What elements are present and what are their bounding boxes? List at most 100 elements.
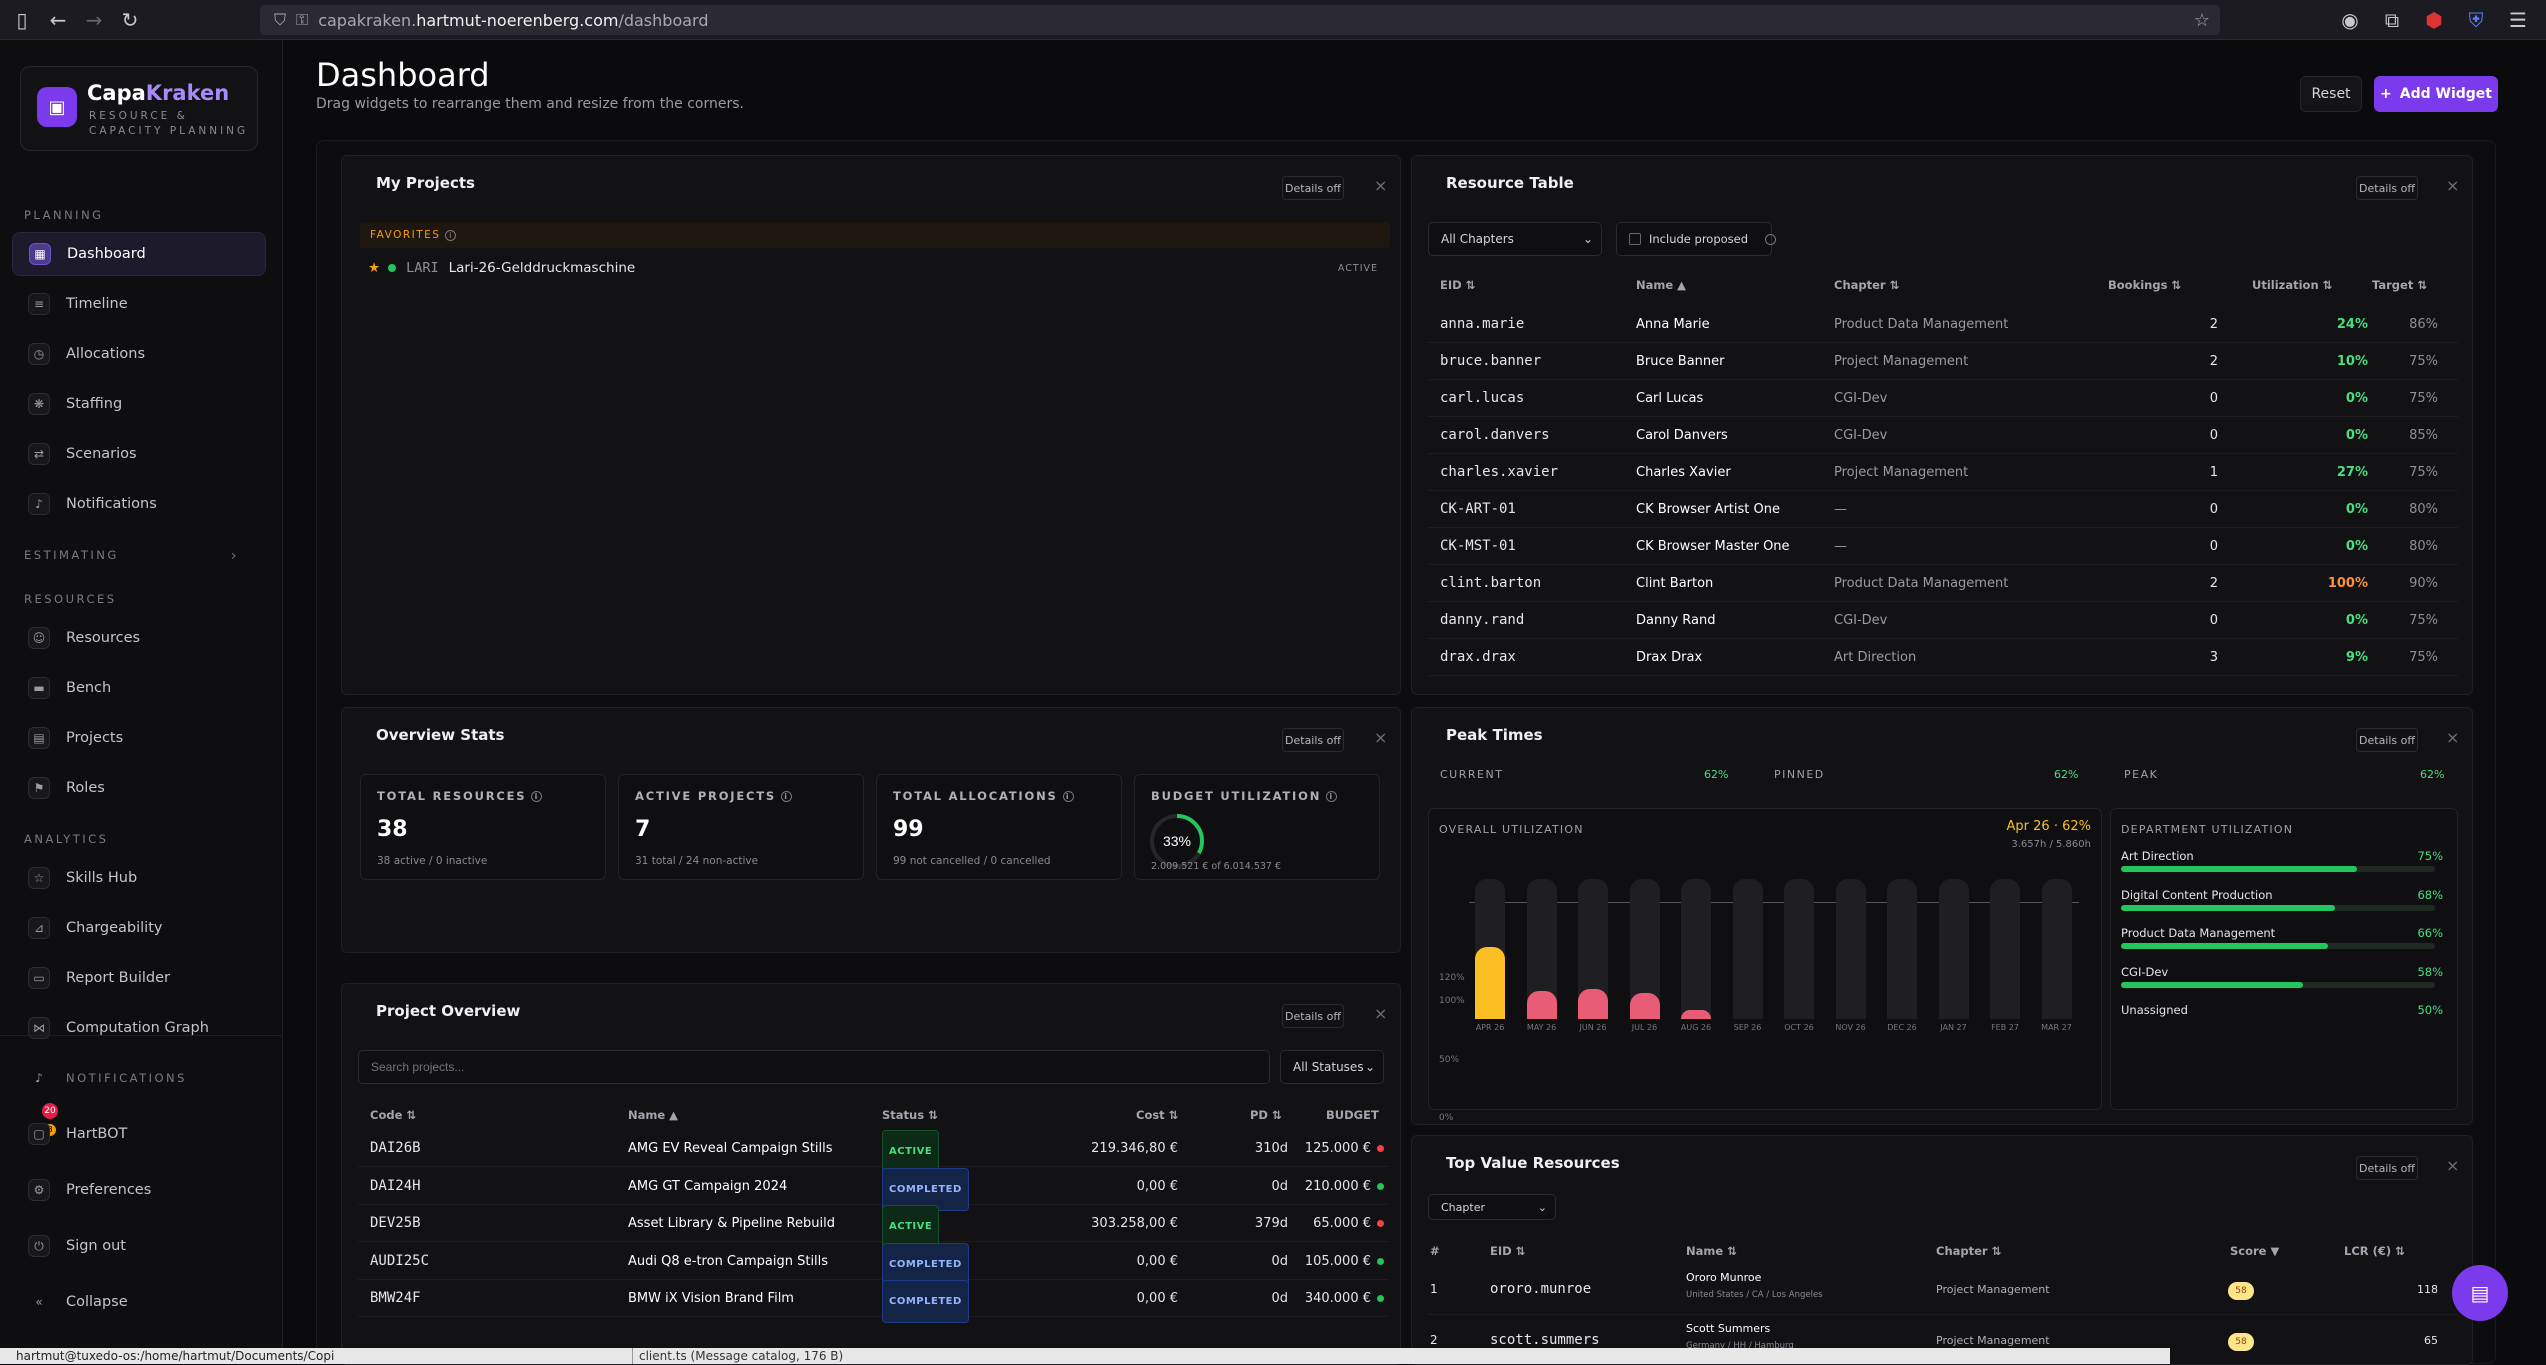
col-lcr[interactable]: LCR (€) ⇅ xyxy=(2344,1244,2405,1258)
widget-top-value-resources[interactable]: Top Value Resources Details off × Chapte… xyxy=(1411,1135,2473,1365)
menu-icon[interactable]: ☰ xyxy=(2509,8,2527,32)
details-toggle[interactable]: Details off xyxy=(1282,176,1344,200)
sidebar-collapse[interactable]: « Collapse xyxy=(12,1280,266,1324)
table-row[interactable]: CK-MST-01 CK Browser Master One — 0 0% 80% xyxy=(1428,528,2458,565)
utilization-bar[interactable] xyxy=(1629,993,1660,1019)
table-row[interactable]: DAI26B AMG EV Reveal Campaign Stills ACTIV… xyxy=(358,1130,1388,1173)
widget-peak-times[interactable]: Peak Times Details off × CURRENT 62% PIN… xyxy=(1411,707,2473,1125)
table-row[interactable]: BMW24F BMW iX Vision Brand Film COMPLETED 0… xyxy=(358,1280,1388,1323)
bitwarden-icon[interactable]: ⛨ xyxy=(2468,8,2484,32)
col-cost[interactable]: Cost ⇅ xyxy=(1136,1108,1178,1122)
stat-budget-utilization[interactable]: BUDGET UTILIZATION i 33% 2.009.521 € of 6… xyxy=(1134,774,1380,880)
close-icon[interactable]: × xyxy=(1374,1004,1388,1023)
close-icon[interactable]: × xyxy=(1374,728,1388,747)
chapter-group-select[interactable]: Chapter ⌄ xyxy=(1428,1194,1556,1220)
brand-logo[interactable]: ▣ CapaKraken RESOURCE & CAPACITY PLANNING xyxy=(20,66,258,151)
table-row[interactable]: drax.drax Drax Drax Art Direction 3 9% 75% xyxy=(1428,639,2458,676)
close-icon[interactable]: × xyxy=(2446,1156,2460,1175)
sidebar-item-dashboard[interactable]: ▦ Dashboard xyxy=(12,232,266,276)
utilization-bar[interactable] xyxy=(1578,988,1608,1019)
table-row[interactable]: DAI24H AMG GT Campaign 2024 COMPLETED 0,00 … xyxy=(358,1167,1388,1211)
details-toggle[interactable]: Details off xyxy=(2356,1156,2418,1180)
sidebar-item-projects[interactable]: ▤ Projects xyxy=(12,716,266,760)
col-budget[interactable]: BUDGET xyxy=(1326,1108,1379,1122)
table-row[interactable]: charles.xavier Charles Xavier Project Mana… xyxy=(1428,454,2458,491)
back-icon[interactable]: ← xyxy=(49,7,67,32)
utilization-bar[interactable] xyxy=(1475,946,1505,1019)
checkbox[interactable] xyxy=(1629,233,1641,245)
url-bar[interactable]: ⛉ ⚿ capakraken. hartmut-noerenberg.com/da… xyxy=(260,5,2220,35)
col-target[interactable]: Target ⇅ xyxy=(2372,278,2427,292)
table-row[interactable]: 2 scott.summers Scott Summers Germany / HH … xyxy=(1428,1315,2458,1364)
details-toggle[interactable]: Details off xyxy=(2356,728,2418,752)
sidebar-item-hartbot[interactable]: ▢ HartBOT xyxy=(12,1112,266,1156)
stat-total-allocations[interactable]: TOTAL ALLOCATIONS i 99 99 not cancelled / 0… xyxy=(876,774,1122,880)
stat-total-resources[interactable]: TOTAL RESOURCES i 38 38 active / 0 inactive xyxy=(360,774,606,880)
widget-resource-table[interactable]: Resource Table Details off × All Chapter… xyxy=(1411,155,2473,695)
sidebar-item-staffing[interactable]: ❋ Staffing xyxy=(12,382,266,426)
sidebar-item-timeline[interactable]: ≡ Timeline xyxy=(12,282,266,326)
col-chapter[interactable]: Chapter ⇅ xyxy=(1936,1244,2001,1258)
stat-active-projects[interactable]: ACTIVE PROJECTS i 7 31 total / 24 non-activ… xyxy=(618,774,864,880)
sidebar-item-roles[interactable]: ⚑ Roles xyxy=(12,766,266,810)
table-row[interactable]: carl.lucas Carl Lucas CGI-Dev 0 0% 75% xyxy=(1428,380,2458,417)
sidebar-item-computation-graph[interactable]: ⋈ Computation Graph xyxy=(12,1006,266,1050)
add-widget-button[interactable]: + Add Widget xyxy=(2374,76,2498,112)
sidebar-item-allocations[interactable]: ◷ Allocations xyxy=(12,332,266,376)
close-icon[interactable]: × xyxy=(1374,176,1388,195)
utilization-bar[interactable] xyxy=(1681,1009,1711,1019)
sidebar-item-report-builder[interactable]: ▭ Report Builder xyxy=(12,956,266,1000)
sidebar-item-notifications[interactable]: ♪ Notifications xyxy=(12,482,266,526)
table-row[interactable]: 1 ororo.munroe Ororo Munroe United States /… xyxy=(1428,1264,2458,1315)
project-row[interactable]: ★ LARI Lari-26-Gelddruckmaschine ACTIVE xyxy=(368,258,1388,278)
sidebar-notifications[interactable]: ♪ NOTIFICATIONS xyxy=(12,1056,266,1100)
col-utilization[interactable]: Utilization ⇅ xyxy=(2252,278,2332,292)
col-status[interactable]: Status ⇅ xyxy=(882,1108,938,1122)
sidebar-item-bench[interactable]: ▬ Bench xyxy=(12,666,266,710)
details-toggle[interactable]: Details off xyxy=(2356,176,2418,200)
col-eid[interactable]: EID ⇅ xyxy=(1490,1244,1525,1258)
col-pd[interactable]: PD ⇅ xyxy=(1250,1108,1282,1122)
account-icon[interactable]: ◉ xyxy=(2341,8,2359,32)
reload-icon[interactable]: ↻ xyxy=(121,7,139,32)
table-row[interactable]: danny.rand Danny Rand CGI-Dev 0 0% 75% xyxy=(1428,602,2458,639)
table-row[interactable]: carol.danvers Carol Danvers CGI-Dev 0 0% 85% xyxy=(1428,417,2458,454)
details-toggle[interactable]: Details off xyxy=(1282,1004,1344,1028)
col-eid[interactable]: EID ⇅ xyxy=(1440,278,1475,292)
close-icon[interactable]: × xyxy=(2446,728,2460,747)
table-row[interactable]: DEV25B Asset Library & Pipeline Rebuild AC… xyxy=(358,1205,1388,1248)
details-toggle[interactable]: Details off xyxy=(1282,728,1344,752)
col-name[interactable]: Name ⇅ xyxy=(1686,1244,1737,1258)
extensions-icon[interactable]: ⧉ xyxy=(2384,8,2400,32)
chat-fab-button[interactable]: ▤ xyxy=(2452,1265,2508,1321)
sidebar-item-resources[interactable]: ☺ Resources xyxy=(12,616,266,660)
forward-icon[interactable]: → xyxy=(85,7,103,32)
table-row[interactable]: bruce.banner Bruce Banner Project Manageme… xyxy=(1428,343,2458,380)
widget-overview-stats[interactable]: Overview Stats Details off × TOTAL RESOU… xyxy=(341,707,1401,953)
widget-project-overview[interactable]: Project Overview Details off × All Statu… xyxy=(341,983,1401,1365)
utilization-bar[interactable] xyxy=(1526,991,1557,1019)
widget-my-projects[interactable]: My Projects Details off × FAVORITES i ★ L… xyxy=(341,155,1401,695)
table-row[interactable]: CK-ART-01 CK Browser Artist One — 0 0% 80% xyxy=(1428,491,2458,528)
sidebar-item-sign-out[interactable]: ⏻ Sign out xyxy=(12,1224,266,1268)
status-filter-select[interactable]: All Statuses ⌄ xyxy=(1280,1050,1384,1084)
sidebar-item-preferences[interactable]: ⚙ Preferences xyxy=(12,1168,266,1212)
table-row[interactable]: AUDI25C Audi Q8 e-tron Campaign Stills COM… xyxy=(358,1242,1388,1286)
sidebar-item-chargeability[interactable]: ⊿ Chargeability xyxy=(12,906,266,950)
col-score[interactable]: Score ▼ xyxy=(2230,1244,2279,1258)
sidebar-toggle-icon[interactable]: ▯ xyxy=(16,7,28,32)
reset-button[interactable]: Reset xyxy=(2300,76,2362,112)
bookmark-star-icon[interactable]: ☆ xyxy=(2193,9,2210,31)
close-icon[interactable]: × xyxy=(2446,176,2460,195)
include-proposed-toggle[interactable]: Include proposed xyxy=(1616,222,1772,256)
sidebar-item-skills-hub[interactable]: ☆ Skills Hub xyxy=(12,856,266,900)
col-code[interactable]: Code ⇅ xyxy=(370,1108,416,1122)
favorite-star-icon[interactable]: ★ xyxy=(368,260,381,276)
col-chapter[interactable]: Chapter ⇅ xyxy=(1834,278,1899,292)
sidebar-item-scenarios[interactable]: ⇄ Scenarios xyxy=(12,432,266,476)
table-row[interactable]: anna.marie Anna Marie Product Data Managem… xyxy=(1428,306,2458,343)
ublock-icon[interactable]: ⬢ xyxy=(2425,8,2443,32)
table-row[interactable]: clint.barton Clint Barton Product Data Man… xyxy=(1428,565,2458,602)
search-projects-input[interactable] xyxy=(358,1050,1270,1084)
chapter-filter-select[interactable]: All Chapters ⌄ xyxy=(1428,222,1602,256)
